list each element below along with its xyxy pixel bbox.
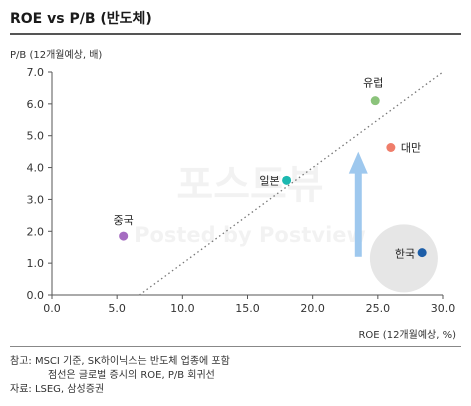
x-tick-label: 15.0 (235, 302, 260, 315)
scatter-chart: 포스트뷰 Posted by Postview 0.0 1.0 2.0 3.0 4.0 5.0… (27, 66, 456, 315)
footer-divider (10, 346, 461, 347)
x-tick-label: 20.0 (300, 302, 325, 315)
y-tick-label: 6.0 (27, 98, 45, 111)
data-point (370, 96, 380, 106)
data-point (417, 248, 427, 258)
data-point-label: 유럽 (363, 76, 383, 90)
x-axis-label: ROE (12개월예상, %) (358, 330, 456, 341)
up-arrow-shaft (354, 172, 362, 257)
x-tick-label: 25.0 (366, 302, 391, 315)
notes-block: 참고: MSCI 기준, SK하이닉스는 반도체 업종에 포함 점선은 글로벌 … (10, 355, 230, 397)
y-tick-label: 3.0 (27, 193, 45, 206)
note-line-2: 점선은 글로벌 증시의 ROE, P/B 회귀선 (48, 370, 215, 381)
y-tick-label: 4.0 (27, 162, 45, 175)
data-point-label: 한국 (395, 248, 415, 261)
y-tick-label: 0.0 (27, 289, 45, 302)
data-point (282, 175, 292, 185)
note-line-3: 자료: LSEG, 삼성증권 (10, 384, 105, 395)
y-tick-label: 2.0 (27, 225, 45, 238)
data-point (119, 231, 129, 241)
highlight-circle (369, 224, 438, 293)
x-tick-label: 10.0 (170, 302, 195, 315)
data-point (386, 143, 396, 153)
title-divider (10, 33, 461, 35)
note-line-1: 참고: MSCI 기준, SK하이닉스는 반도체 업종에 포함 (10, 356, 230, 367)
x-tick-label: 5.0 (108, 302, 126, 315)
up-arrow-head (348, 151, 368, 174)
y-tick-label: 1.0 (27, 257, 45, 270)
data-point-label: 일본 (259, 173, 279, 187)
x-tick-label: 30.0 (431, 302, 456, 315)
x-tick-label: 0.0 (43, 302, 61, 315)
chart-title: ROE vs P/B (반도체) (10, 11, 152, 27)
y-tick-label: 5.0 (27, 130, 45, 143)
watermark-main: 포스트뷰 (176, 162, 323, 208)
y-tick-label: 7.0 (27, 66, 45, 79)
data-point-label: 대만 (401, 142, 421, 155)
y-axis-label: P/B (12개월예상, 배) (10, 50, 103, 61)
data-point-label: 중국 (114, 214, 134, 227)
watermark-sub: Posted by Postview (134, 223, 366, 247)
